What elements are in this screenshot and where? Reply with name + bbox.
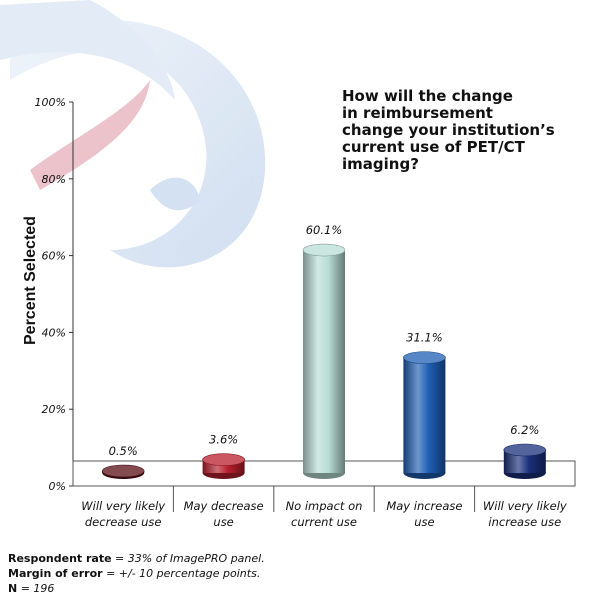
y-tick-label: 20% — [42, 403, 66, 416]
bar-value-label: 0.5% — [109, 444, 138, 458]
bar — [503, 443, 547, 479]
y-tick-label: 80% — [42, 173, 66, 186]
bar — [403, 351, 446, 479]
chart-labels: 0.5% Will very likely decrease use 3.6% May … — [81, 223, 567, 529]
footnote-value: = +/- 10 percentage points. — [102, 567, 261, 580]
bar — [101, 464, 145, 479]
y-tick-label: 0% — [49, 480, 66, 493]
footnote-label: Respondent rate — [8, 552, 112, 565]
bar-top — [302, 243, 346, 257]
footnote-label: Margin of error — [8, 567, 103, 580]
x-tick-label: May decrease use — [184, 499, 264, 529]
bar-body — [403, 357, 446, 473]
bar-top — [403, 351, 446, 364]
footnote-margin-of-error: Margin of error = +/- 10 percentage poin… — [8, 566, 265, 581]
background-swirl-graphic — [0, 0, 266, 268]
bar-top — [101, 464, 145, 478]
y-axis-label: Percent Selected — [22, 216, 39, 345]
footnote-n: N = 196 — [8, 581, 265, 596]
footnotes: Respondent rate = 33% of ImagePRO panel.… — [8, 551, 265, 596]
bar-body — [303, 250, 345, 473]
bar-body — [503, 449, 546, 473]
bar-value-label: 31.1% — [406, 331, 443, 345]
bar-value-label: 6.2% — [510, 423, 539, 437]
x-tick-label: Will very likely decrease use — [81, 499, 165, 529]
x-tick-label: May increase use — [386, 499, 462, 529]
bar-top — [503, 443, 547, 457]
footnote-value: = 33% of ImagePRO panel. — [111, 552, 265, 565]
y-tick-label: 40% — [42, 326, 66, 339]
bar-value-label: 3.6% — [209, 433, 238, 447]
footnote-label: N — [8, 582, 18, 595]
bar — [302, 243, 346, 479]
bar-value-label: 60.1% — [306, 223, 343, 237]
bar-top — [202, 453, 245, 466]
y-tick-label: 100% — [35, 96, 66, 109]
chart-bars — [101, 243, 547, 479]
y-tick-label: 60% — [42, 250, 66, 263]
x-tick-label: Will very likely increase use — [483, 499, 567, 529]
bar — [202, 453, 245, 479]
x-tick-label: No impact on current use — [286, 499, 363, 529]
chart-title: How will the change in reimbursement cha… — [342, 87, 555, 173]
footnote-respondent-rate: Respondent rate = 33% of ImagePRO panel. — [8, 551, 265, 566]
footnote-value: = 196 — [17, 582, 55, 595]
